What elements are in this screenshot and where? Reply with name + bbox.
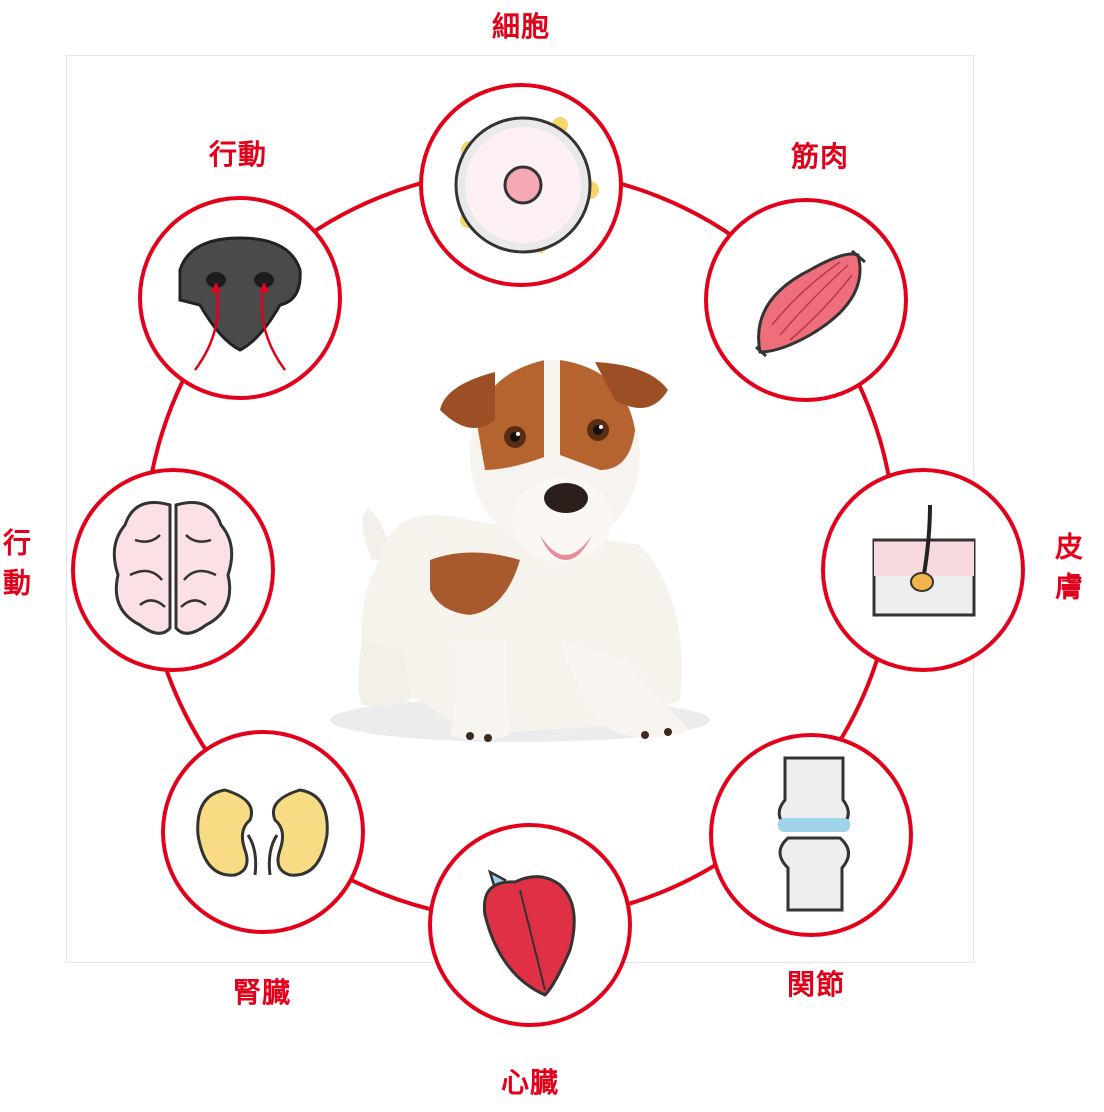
node-brain — [71, 468, 275, 672]
node-joint — [709, 733, 913, 937]
knee-joint-icon — [777, 756, 850, 912]
label-joint: 関節 — [786, 968, 846, 1001]
cell-icon — [454, 116, 599, 254]
dog-nose-icon — [178, 236, 302, 371]
node-skin — [821, 468, 1025, 672]
label-muscle: 筋肉 — [790, 140, 850, 173]
muscle-icon — [754, 249, 866, 358]
label-kidney: 腎臓 — [232, 976, 292, 1009]
label-heart: 心臓 — [500, 1066, 560, 1099]
skin-hair-follicle-icon — [872, 504, 976, 617]
label-brain: 行動 — [0, 528, 32, 608]
node-kidney — [161, 730, 365, 934]
node-cell — [419, 83, 623, 287]
puppy-illustration — [330, 360, 710, 742]
node-heart — [428, 823, 632, 1027]
label-skin: 皮膚 — [1051, 532, 1084, 612]
heart-icon — [482, 869, 576, 997]
brain-icon — [112, 501, 234, 635]
node-nose — [138, 196, 342, 400]
label-cell: 細胞 — [491, 10, 551, 43]
kidneys-icon — [196, 788, 329, 877]
label-nose: 行動 — [208, 138, 268, 171]
node-muscle — [704, 198, 908, 402]
